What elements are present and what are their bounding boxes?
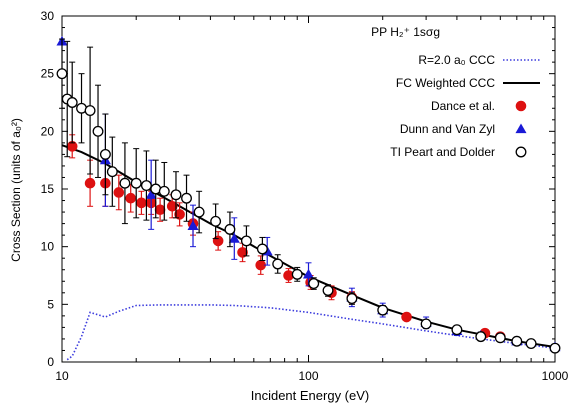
data-point — [228, 233, 240, 243]
data-point — [237, 247, 248, 258]
y-tick-label: 10 — [41, 240, 55, 254]
data-point — [154, 204, 166, 216]
legend-marker — [515, 100, 527, 112]
data-point — [158, 185, 170, 197]
data-point — [272, 258, 284, 270]
data-point — [420, 318, 432, 330]
data-point — [346, 293, 358, 305]
data-point — [125, 192, 137, 204]
data-point — [549, 342, 561, 354]
x-axis-label: Incident Energy (eV) — [251, 388, 370, 403]
data-point — [525, 338, 537, 349]
data-point — [84, 105, 96, 117]
data-point — [181, 192, 192, 204]
data-point — [302, 268, 315, 279]
data-point — [401, 311, 412, 323]
y-tick-label: 15 — [41, 182, 55, 196]
legend-label: Dunn and Van Zyl — [400, 122, 495, 136]
data-point — [106, 166, 118, 178]
data-point — [451, 324, 463, 336]
x-tick-label: 100 — [298, 369, 318, 383]
data-point — [210, 215, 222, 227]
y-axis-label: Cross Section (units of a₀²) — [9, 118, 23, 262]
x-tick-label: 1000 — [542, 369, 569, 383]
data-point — [174, 209, 185, 220]
data-point — [119, 177, 131, 189]
data-point — [166, 201, 178, 212]
data-point — [66, 97, 78, 108]
data-point — [255, 259, 267, 271]
data-point — [136, 197, 147, 209]
data-point — [475, 331, 487, 343]
data-point — [224, 223, 236, 235]
data-point — [84, 177, 96, 189]
data-point — [130, 177, 142, 189]
axes-layer: 0 5 10 15 20 25 30 10 100 1000 — [41, 9, 569, 383]
data-point — [291, 268, 303, 280]
data-point — [92, 125, 104, 137]
data-point — [170, 189, 182, 201]
legend: PP H₂⁺ 1sσg R=2.0 a₀ CCC FC Weighted CCC Da… — [371, 25, 540, 159]
legend-label: R=2.0 a₀ CCC — [418, 53, 495, 67]
legend-label: Dance et al. — [431, 99, 495, 113]
data-point — [212, 235, 224, 247]
data-point — [377, 304, 389, 316]
annotation-label: PP H₂⁺ 1sσg — [371, 25, 440, 39]
legend-label: TI Peart and Dolder — [390, 145, 495, 159]
data-point — [240, 235, 252, 247]
x-tick-label: 10 — [55, 369, 69, 383]
legend-marker — [515, 123, 527, 134]
y-tick-label: 20 — [41, 124, 55, 138]
y-tick-label: 5 — [47, 297, 54, 311]
data-point — [140, 180, 152, 191]
data-point — [187, 220, 199, 231]
data-point — [322, 285, 334, 296]
data-point — [256, 243, 268, 255]
data-point — [308, 278, 320, 290]
legend-marker — [515, 146, 527, 158]
data-point — [193, 206, 205, 218]
data-point — [494, 332, 506, 344]
data-point — [113, 187, 125, 198]
legend-label: FC Weighted CCC — [396, 76, 495, 90]
data-point — [99, 148, 111, 160]
data-point — [56, 68, 68, 80]
y-tick-label: 25 — [41, 67, 55, 81]
y-tick-label: 30 — [41, 9, 55, 23]
fc-weighted-ccc-curve — [61, 144, 556, 348]
points-layer — [56, 35, 561, 354]
data-point — [511, 335, 523, 347]
y-tick-label: 0 — [47, 355, 54, 369]
data-point — [145, 189, 157, 199]
